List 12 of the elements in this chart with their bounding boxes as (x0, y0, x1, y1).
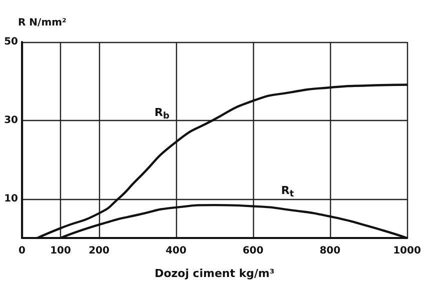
y-axis-title: R N/mm² (18, 18, 66, 28)
y-tick-label: 30 (4, 114, 18, 126)
y-tick-label: 50 (4, 36, 18, 48)
y-tick-label: 10 (4, 193, 18, 204)
x-tick-label: 100 (50, 246, 71, 256)
x-tick-label: 800 (320, 246, 340, 256)
x-tick-label: 0 (18, 246, 26, 256)
x-axis-title: Dozoj ciment kg/m³ (154, 267, 275, 280)
x-tick-label: 600 (242, 246, 264, 256)
x-tick-label: 1000 (393, 246, 421, 256)
x-tick-label: 400 (166, 246, 186, 256)
x-tick-label: 200 (88, 246, 110, 256)
